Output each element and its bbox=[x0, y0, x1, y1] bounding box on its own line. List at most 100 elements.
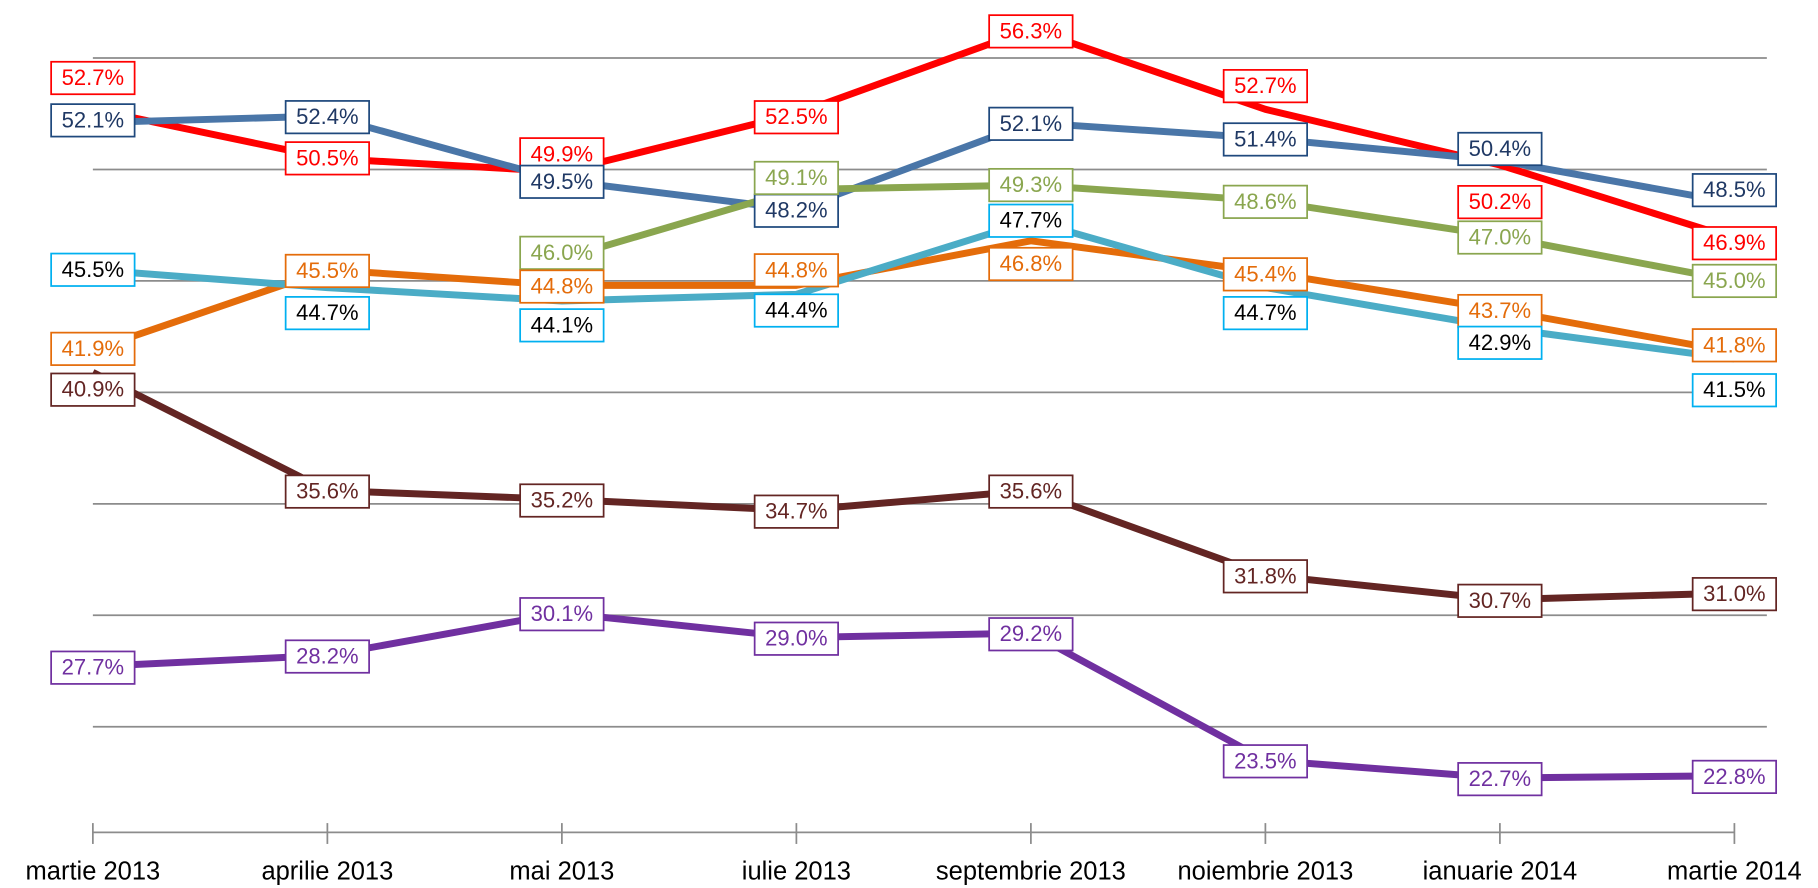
data-label-box bbox=[753, 253, 839, 288]
data-label-box bbox=[50, 103, 136, 138]
data-label-box bbox=[753, 193, 839, 228]
data-label: 52.5% bbox=[765, 104, 827, 129]
data-label: 52.4% bbox=[296, 104, 358, 129]
data-label-box bbox=[1457, 293, 1543, 329]
data-label-box bbox=[284, 253, 370, 289]
data-label: 40.9% bbox=[62, 377, 124, 402]
data-label: 45.4% bbox=[1234, 261, 1296, 286]
data-label-box bbox=[284, 100, 370, 135]
data-label-box bbox=[519, 235, 605, 270]
series-line bbox=[92, 609, 1735, 782]
data-label-box bbox=[50, 650, 136, 685]
data-label: 43.7% bbox=[1469, 298, 1531, 323]
data-label-box bbox=[1691, 328, 1778, 363]
data-label-box bbox=[284, 141, 370, 176]
data-label: 52.1% bbox=[1000, 111, 1062, 136]
x-tick-label: septembrie 2013 bbox=[936, 858, 1126, 886]
data-label-box bbox=[1691, 759, 1778, 795]
data-label-box bbox=[753, 621, 839, 656]
data-label: 29.2% bbox=[1000, 621, 1062, 646]
data-label: 34.7% bbox=[765, 499, 827, 524]
data-label-box bbox=[1457, 583, 1543, 618]
data-label: 45.5% bbox=[296, 258, 358, 283]
data-label: 50.4% bbox=[1469, 136, 1531, 161]
data-label-box bbox=[988, 617, 1074, 652]
data-label-box bbox=[1691, 226, 1778, 261]
data-label: 46.0% bbox=[531, 240, 593, 265]
data-label: 49.3% bbox=[1000, 172, 1062, 197]
data-label-box bbox=[1691, 263, 1778, 299]
data-label: 46.9% bbox=[1703, 230, 1765, 255]
data-label-box bbox=[1222, 257, 1308, 292]
data-label-box bbox=[753, 160, 839, 196]
data-label: 27.7% bbox=[62, 655, 124, 680]
data-label: 56.3% bbox=[1000, 18, 1062, 43]
data-label-box bbox=[988, 106, 1074, 141]
data-label: 52.7% bbox=[62, 65, 124, 90]
data-label: 41.9% bbox=[62, 336, 124, 361]
data-label: 49.5% bbox=[531, 169, 593, 194]
data-label: 44.1% bbox=[531, 312, 593, 337]
data-label-box bbox=[50, 252, 136, 287]
data-label-box bbox=[519, 597, 605, 632]
data-label: 44.4% bbox=[765, 298, 827, 323]
data-label: 23.5% bbox=[1234, 748, 1296, 773]
data-label-box bbox=[1222, 744, 1308, 779]
data-label: 30.7% bbox=[1469, 588, 1531, 613]
data-label: 41.8% bbox=[1703, 332, 1765, 357]
data-label-box bbox=[519, 269, 605, 304]
data-label-box bbox=[1222, 559, 1308, 594]
data-label: 35.2% bbox=[531, 487, 593, 512]
data-label-box bbox=[1457, 131, 1543, 167]
data-label: 49.9% bbox=[531, 141, 593, 166]
data-label-box bbox=[988, 167, 1074, 203]
data-label-box bbox=[1691, 577, 1778, 612]
data-label-box bbox=[519, 483, 605, 518]
x-tick-label: ianuarie 2014 bbox=[1423, 858, 1578, 886]
data-label-box bbox=[1222, 122, 1308, 157]
data-label-box bbox=[50, 331, 136, 366]
x-tick-label: martie 2014 bbox=[1667, 858, 1802, 886]
data-label-box bbox=[988, 246, 1074, 282]
data-label: 47.7% bbox=[1000, 208, 1062, 233]
data-label-box bbox=[1222, 69, 1308, 104]
data-label-box bbox=[50, 60, 136, 96]
data-label-box bbox=[753, 293, 839, 328]
data-label-box bbox=[1691, 173, 1778, 208]
x-tick-label: aprilie 2013 bbox=[261, 858, 393, 886]
x-tick-label: martie 2013 bbox=[26, 858, 161, 886]
data-label: 35.6% bbox=[296, 479, 358, 504]
data-label: 30.1% bbox=[531, 601, 593, 626]
data-label-box bbox=[50, 372, 136, 407]
data-label: 22.7% bbox=[1469, 766, 1531, 791]
data-label: 31.0% bbox=[1703, 581, 1765, 606]
data-label-box bbox=[1457, 325, 1543, 360]
data-label: 45.5% bbox=[62, 257, 124, 282]
data-label: 45.0% bbox=[1703, 268, 1765, 293]
data-label: 41.5% bbox=[1703, 377, 1765, 402]
data-label: 52.1% bbox=[62, 107, 124, 132]
data-label-box bbox=[519, 308, 605, 343]
data-label-box bbox=[1222, 296, 1308, 331]
x-tick-label: noiembrie 2013 bbox=[1177, 858, 1353, 886]
data-label-box bbox=[284, 639, 370, 674]
x-tick-label: iulie 2013 bbox=[742, 858, 851, 886]
data-label: 29.0% bbox=[765, 626, 827, 651]
data-label: 52.7% bbox=[1234, 73, 1296, 98]
data-label: 42.9% bbox=[1469, 330, 1531, 355]
data-label: 44.7% bbox=[1234, 300, 1296, 325]
data-label-box bbox=[284, 296, 370, 331]
data-label: 48.2% bbox=[765, 198, 827, 223]
data-label-box bbox=[753, 494, 839, 529]
data-label-box bbox=[1457, 762, 1543, 797]
data-label: 48.6% bbox=[1234, 189, 1296, 214]
data-label-box bbox=[519, 164, 605, 199]
data-label: 28.2% bbox=[296, 644, 358, 669]
data-label-box bbox=[1691, 373, 1778, 408]
data-label-box bbox=[988, 203, 1074, 238]
data-label: 48.5% bbox=[1703, 177, 1765, 202]
data-label: 35.6% bbox=[1000, 479, 1062, 504]
data-label-box bbox=[753, 100, 839, 135]
